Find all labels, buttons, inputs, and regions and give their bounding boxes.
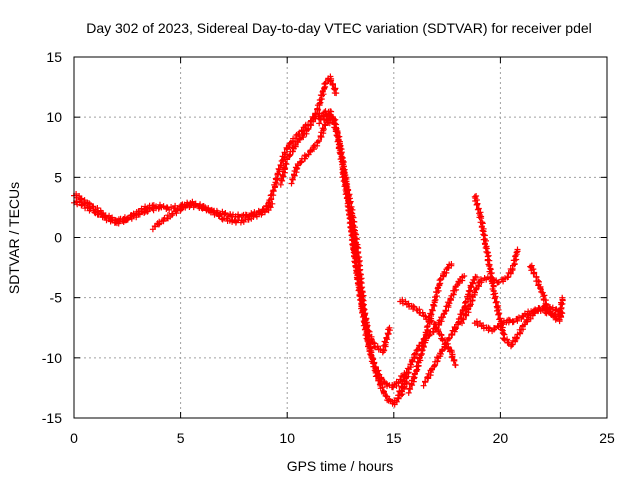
series-sat-06 (316, 108, 410, 391)
series-sat-10 (405, 261, 455, 396)
y-tick-label: -10 (42, 350, 62, 366)
series-sat-11 (420, 273, 480, 389)
y-tick-label: -15 (42, 410, 62, 426)
series-markers (420, 273, 480, 389)
series-markers (288, 108, 410, 408)
series-sat-15 (527, 262, 566, 325)
x-tick-label: 25 (599, 430, 615, 446)
series-sat-14 (471, 305, 566, 335)
series-markers (71, 198, 163, 227)
grid (74, 57, 607, 418)
series-markers (316, 108, 410, 391)
series-markers (149, 200, 276, 233)
series-markers (277, 73, 340, 188)
y-tick-label: 5 (54, 169, 62, 185)
chart-title: Day 302 of 2023, Sidereal Day-to-day VTE… (86, 20, 592, 36)
y-tick-label: 0 (54, 230, 62, 246)
series-sat-05 (288, 108, 410, 408)
series-markers (527, 262, 566, 325)
y-tick-label: 10 (46, 109, 62, 125)
data-series (71, 73, 566, 408)
x-tick-label: 10 (279, 430, 295, 446)
x-tick-label: 20 (493, 430, 509, 446)
y-axis-label: SDTVAR / TECUs (6, 182, 22, 294)
series-sat-02 (71, 198, 163, 227)
axes: 0 5 10 15 20 25 -15 -10 -5 0 5 10 15 (42, 49, 615, 446)
series-sat-13 (459, 246, 521, 327)
series-sat-08 (395, 273, 468, 399)
x-tick-label: 15 (386, 430, 402, 446)
series-markers (395, 273, 468, 399)
series-sat-07 (339, 169, 393, 356)
y-tick-label: 15 (46, 49, 62, 65)
series-markers (405, 261, 455, 396)
series-markers (471, 305, 566, 335)
y-tick-label: -5 (50, 290, 63, 306)
series-sat-04 (277, 73, 340, 188)
x-tick-label: 0 (70, 430, 78, 446)
x-axis-label: GPS time / hours (287, 458, 394, 474)
series-markers (339, 169, 393, 356)
series-markers (459, 246, 521, 327)
x-tick-label: 5 (177, 430, 185, 446)
series-sat-03 (149, 200, 276, 233)
